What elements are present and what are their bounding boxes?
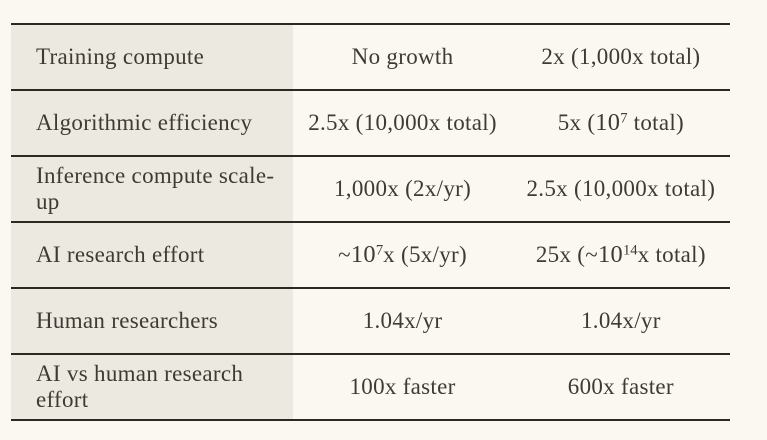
value-cell-scenario-1: 2.5x (10,000x total) [308, 110, 497, 135]
data-table: Training compute No growth 2x (1,000x to… [11, 23, 730, 421]
row-label: AI vs human research effort [11, 354, 294, 420]
value-cell-scenario-1: 100x faster [349, 374, 456, 399]
row-label: AI research effort [11, 222, 294, 288]
row-label: Algorithmic efficiency [11, 90, 294, 156]
row-label: Inference compute scale-up [11, 156, 294, 222]
table-row: Human researchers 1.04x/yr 1.04x/yr [11, 288, 730, 354]
power-of-ten: 1014 [598, 241, 638, 268]
power-of-ten: 107 [350, 241, 384, 268]
table-row: Inference compute scale-up 1,000x (2x/yr… [11, 156, 730, 222]
table-row: AI research effort ~107x (5x/yr) 25x (~1… [11, 222, 730, 288]
value-cell-scenario-1: No growth [351, 44, 454, 69]
comparison-table-container: Training compute No growth 2x (1,000x to… [11, 23, 730, 421]
table-body: Training compute No growth 2x (1,000x to… [11, 24, 730, 420]
value-cell-scenario-2: 2x (1,000x total) [541, 44, 701, 69]
value-cell-scenario-1: 1.04x/yr [362, 308, 443, 333]
value-cell-scenario-1: ~107x (5x/yr) [338, 241, 467, 268]
row-label: Training compute [11, 24, 294, 90]
value-cell-scenario-1: 1,000x (2x/yr) [334, 176, 472, 201]
value-cell-scenario-2: 600x faster [567, 374, 674, 399]
row-label: Human researchers [11, 288, 294, 354]
table-row: AI vs human research effort 100x faster … [11, 354, 730, 420]
value-cell-scenario-2: 1.04x/yr [580, 308, 661, 333]
value-cell-scenario-2: 2.5x (10,000x total) [526, 176, 716, 201]
power-of-ten: 107 [595, 109, 628, 136]
value-cell-scenario-2: 25x (~1014x total) [535, 241, 706, 268]
value-cell-scenario-2: 5x (107 total) [557, 109, 684, 136]
table-row: Algorithmic efficiency 2.5x (10,000x tot… [11, 90, 730, 156]
table-row: Training compute No growth 2x (1,000x to… [11, 24, 730, 90]
